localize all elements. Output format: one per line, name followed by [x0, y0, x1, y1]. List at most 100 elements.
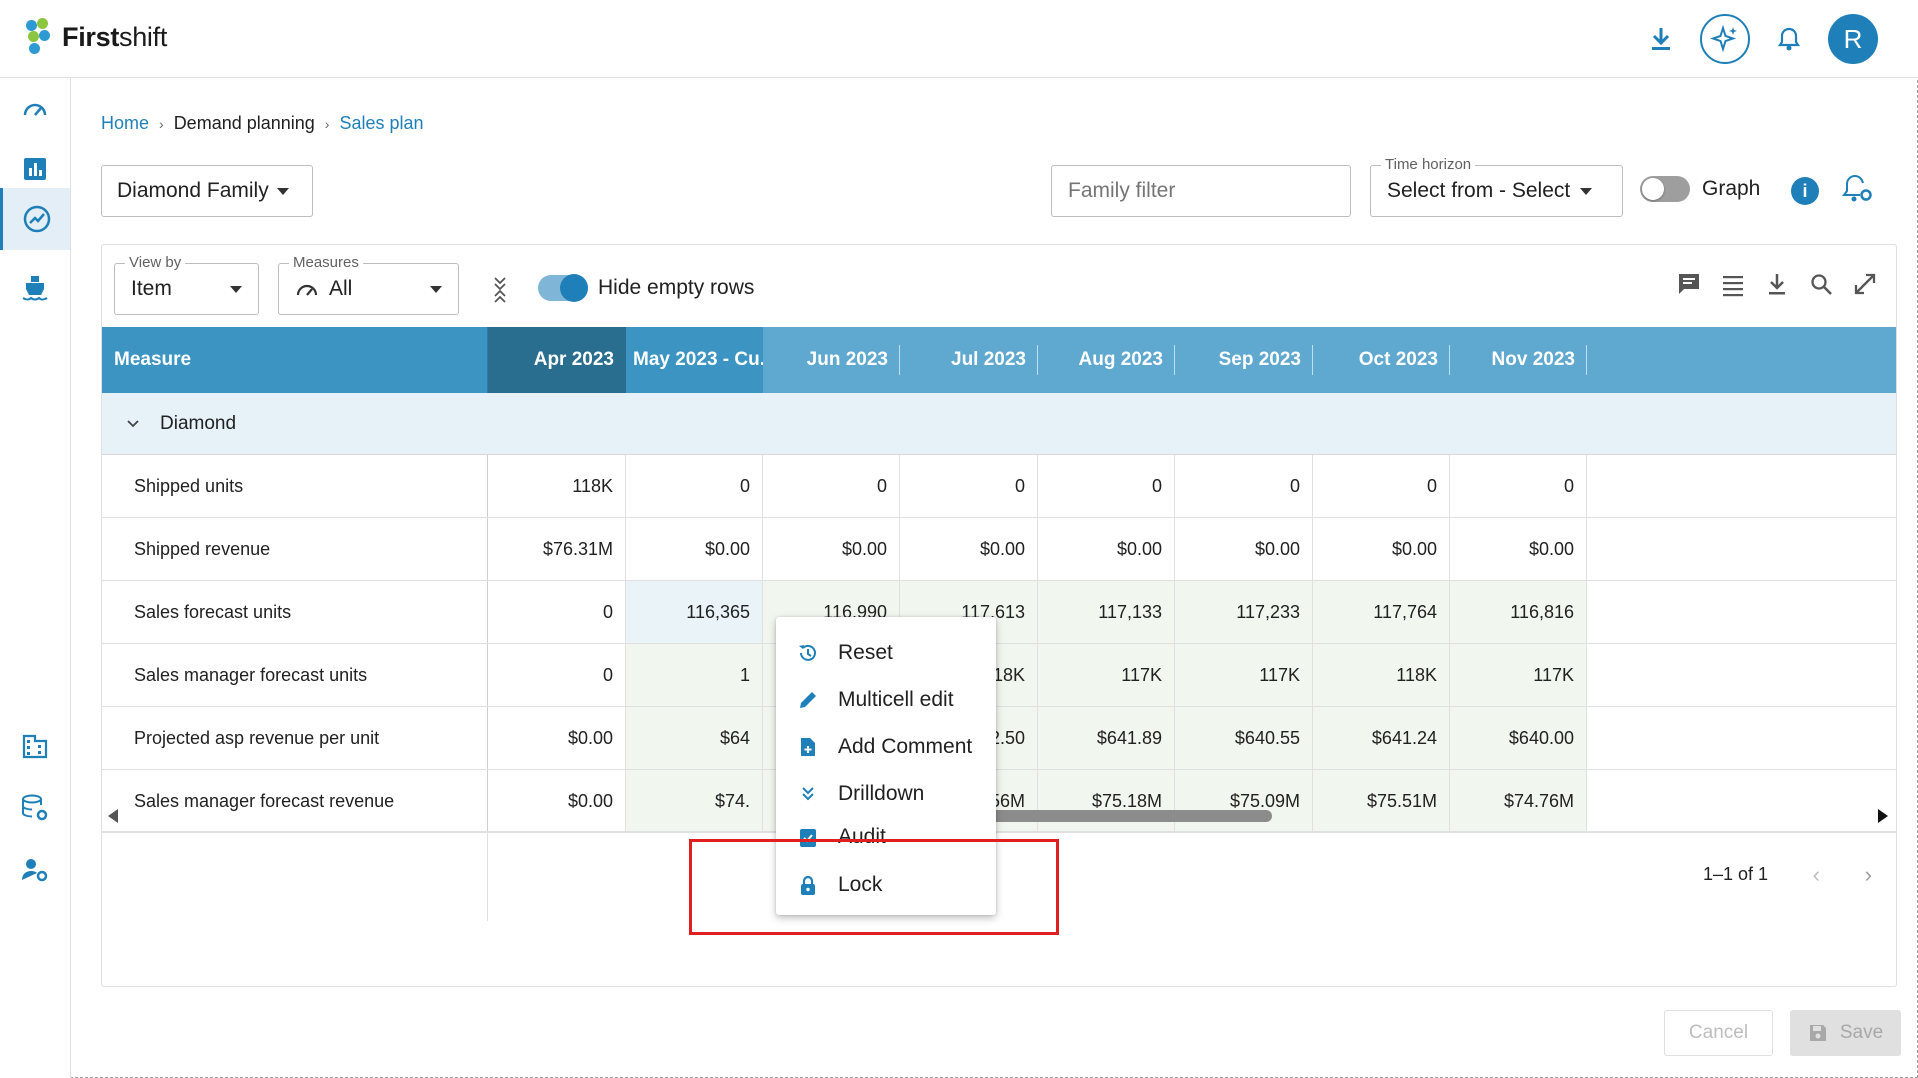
table-cell[interactable]: $0.00	[1038, 518, 1175, 580]
header-may-2023[interactable]: May 2023 - Cu...	[626, 327, 763, 393]
chevron-right-icon[interactable]: ›	[1864, 862, 1872, 887]
table-cell[interactable]: $74.76M	[1450, 770, 1587, 832]
table-cell[interactable]: 117K	[1175, 644, 1313, 706]
header-sep-2023[interactable]: Sep 2023	[1175, 327, 1313, 393]
table-cell[interactable]: 0	[626, 455, 763, 517]
sidebar-item-user-settings[interactable]	[0, 842, 70, 898]
hide-empty-rows-toggle[interactable]: Hide empty rows	[538, 274, 754, 302]
sidebar-item-data-settings[interactable]	[0, 780, 70, 836]
table-cell[interactable]: $641.24	[1313, 707, 1450, 769]
gauge-icon	[296, 284, 318, 296]
family-filter-input[interactable]: Family filter	[1051, 165, 1351, 217]
header-aug-2023[interactable]: Aug 2023	[1038, 327, 1175, 393]
chevron-down-icon[interactable]	[126, 419, 140, 429]
table-cell[interactable]: 117,764	[1313, 581, 1450, 643]
hide-empty-switch[interactable]	[538, 274, 588, 302]
header-nov-2023[interactable]: Nov 2023	[1450, 327, 1587, 393]
comment-icon[interactable]	[1676, 271, 1702, 297]
time-horizon-value: Select from - Select	[1387, 179, 1571, 202]
table-cell[interactable]: $76.31M	[488, 518, 626, 580]
family-select[interactable]: Diamond Family	[101, 165, 313, 217]
menu-item-lock[interactable]: Lock	[776, 861, 996, 908]
table-cell[interactable]: 0	[1038, 455, 1175, 517]
header-apr-2023[interactable]: Apr 2023	[488, 327, 626, 393]
menu-item-multicell-edit[interactable]: Multicell edit	[776, 676, 996, 723]
table-cell[interactable]: 118K	[1313, 644, 1450, 706]
table-cell[interactable]: 0	[900, 455, 1038, 517]
download-icon[interactable]	[1764, 271, 1790, 297]
breadcrumb-page[interactable]: Sales plan	[339, 113, 424, 133]
bell-icon[interactable]	[1774, 24, 1804, 54]
table-cell[interactable]: $0.00	[1175, 518, 1313, 580]
sidebar-item-reports[interactable]	[0, 141, 70, 197]
menu-item-reset[interactable]: Reset	[776, 629, 996, 676]
table-cell[interactable]: 0	[1450, 455, 1587, 517]
group-row-diamond[interactable]: Diamond	[102, 393, 1896, 455]
measures-select[interactable]: Measures All	[278, 254, 459, 315]
app-logo[interactable]: Firstshift	[26, 18, 167, 56]
table-cell[interactable]: $74.	[626, 770, 763, 832]
cancel-button[interactable]: Cancel	[1664, 1010, 1773, 1056]
info-icon[interactable]: i	[1791, 177, 1819, 205]
table-cell[interactable]: $75.51M	[1313, 770, 1450, 832]
table-cell[interactable]: $64	[626, 707, 763, 769]
table-cell[interactable]: 0	[488, 581, 626, 643]
table-cell[interactable]: 0	[1313, 455, 1450, 517]
row-label: Projected asp revenue per unit	[102, 707, 488, 769]
table-cell[interactable]: 117,133	[1038, 581, 1175, 643]
ai-assistant-icon[interactable]	[1700, 14, 1750, 64]
view-by-select[interactable]: View by Item	[114, 254, 259, 315]
search-icon[interactable]	[1808, 271, 1834, 297]
table-cell[interactable]: $0.00	[900, 518, 1038, 580]
download-icon[interactable]	[1646, 24, 1676, 54]
graph-toggle[interactable]: Graph	[1640, 176, 1760, 202]
table-cell[interactable]: $0.00	[1313, 518, 1450, 580]
table-cell[interactable]: 116,816	[1450, 581, 1587, 643]
table-cell[interactable]: $0.00	[1450, 518, 1587, 580]
header-jun-2023[interactable]: Jun 2023	[763, 327, 900, 393]
fullscreen-icon[interactable]	[1852, 271, 1878, 297]
table-cell[interactable]: $640.55	[1175, 707, 1313, 769]
table-cell[interactable]: 118K	[488, 455, 626, 517]
breadcrumb: Home › Demand planning › Sales plan	[101, 113, 424, 134]
table-cell[interactable]: 1	[626, 644, 763, 706]
breadcrumb-home[interactable]: Home	[101, 113, 150, 133]
sidebar-item-organization[interactable]	[0, 718, 70, 774]
table-cell[interactable]: 117K	[1038, 644, 1175, 706]
menu-item-audit[interactable]: Audit	[776, 817, 996, 849]
history-icon	[796, 641, 820, 665]
header-jul-2023[interactable]: Jul 2023	[900, 327, 1038, 393]
table-cell[interactable]: $0.00	[763, 518, 900, 580]
menu-item-drilldown[interactable]: Drilldown	[776, 770, 996, 817]
graph-switch[interactable]	[1640, 176, 1690, 202]
table-cell[interactable]: $0.00	[488, 707, 626, 769]
alert-settings-icon[interactable]	[1841, 172, 1875, 211]
avatar[interactable]: R	[1828, 14, 1878, 64]
save-button[interactable]: Save	[1790, 1010, 1901, 1056]
user-gear-icon	[22, 859, 48, 882]
table-cell[interactable]: 116,365	[626, 581, 763, 643]
table-cell[interactable]: $640.00	[1450, 707, 1587, 769]
table-cell[interactable]: 0	[763, 455, 900, 517]
expand-collapse-icon[interactable]	[492, 275, 508, 310]
header-oct-2023[interactable]: Oct 2023	[1313, 327, 1450, 393]
table-cell[interactable]: 0	[1175, 455, 1313, 517]
time-horizon-select[interactable]: Time horizon Select from - Select	[1370, 156, 1623, 217]
table-cell[interactable]: 0	[488, 644, 626, 706]
add-document-icon	[796, 735, 820, 759]
sidebar-item-demand-planning[interactable]	[0, 188, 70, 250]
sidebar-item-supply[interactable]	[0, 260, 70, 316]
table-cell[interactable]: $0.00	[488, 770, 626, 832]
scroll-right-icon[interactable]	[1878, 809, 1888, 823]
horizontal-scrollbar[interactable]	[102, 801, 1896, 831]
header-measure[interactable]: Measure	[102, 327, 488, 393]
scroll-left-icon[interactable]	[108, 809, 118, 823]
table-cell[interactable]: $641.89	[1038, 707, 1175, 769]
sidebar-item-dashboard[interactable]	[0, 81, 70, 137]
table-cell[interactable]: 117K	[1450, 644, 1587, 706]
list-icon[interactable]	[1720, 271, 1746, 297]
chevron-left-icon[interactable]: ‹	[1812, 862, 1820, 887]
table-cell[interactable]: 117,233	[1175, 581, 1313, 643]
table-cell[interactable]: $0.00	[626, 518, 763, 580]
menu-item-add-comment[interactable]: Add Comment	[776, 723, 996, 770]
